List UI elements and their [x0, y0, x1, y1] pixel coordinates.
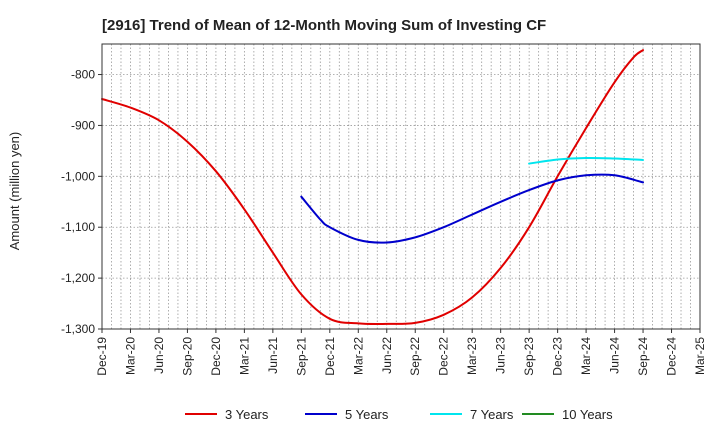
y-tick-label: -1,200	[61, 271, 95, 285]
x-tick-label: Sep-22	[408, 337, 422, 376]
x-tick-label: Jun-20	[152, 337, 166, 374]
series-line-7-years	[528, 156, 644, 165]
legend: 3 Years 5 Years 7 Years 10 Years	[185, 407, 613, 422]
legend-label-3-years: 3 Years	[225, 407, 269, 422]
series-line-3-years	[101, 49, 644, 326]
x-tick-label: Dec-19	[95, 337, 109, 376]
x-tick-label: Mar-22	[351, 337, 365, 375]
x-tick-label: Mar-20	[123, 337, 137, 375]
plot-frame	[101, 43, 701, 330]
x-axis: Dec-19 Mar-20 Jun-20 Sep-20 Dec-20 Mar-21 Jun-…	[95, 329, 707, 376]
x-tick-label: Dec-21	[323, 337, 337, 376]
x-tick-label: Jun-23	[494, 337, 508, 374]
grid	[101, 44, 701, 330]
y-tick-label: -1,100	[61, 220, 95, 234]
x-tick-label: Jun-22	[380, 337, 394, 374]
y-tick-label: -1,300	[61, 322, 95, 336]
legend-label-10-years: 10 Years	[562, 407, 613, 422]
x-tick-label: Mar-25	[693, 337, 707, 375]
x-tick-label: Sep-20	[180, 337, 194, 376]
y-tick-label: -800	[71, 68, 95, 82]
x-tick-label: Sep-21	[294, 337, 308, 376]
y-axis-label: Amount (million yen)	[7, 132, 22, 251]
x-tick-label: Sep-24	[636, 337, 650, 376]
x-tick-label: Jun-21	[266, 337, 280, 374]
x-tick-label: Dec-24	[665, 337, 679, 376]
y-axis: -1,300 -1,200 -1,100 -1,000 -900 -800	[61, 68, 102, 336]
y-tick-label: -900	[71, 118, 95, 132]
x-tick-label: Sep-23	[522, 337, 536, 376]
series-line-5-years	[300, 173, 644, 244]
x-tick-label: Dec-23	[551, 337, 565, 376]
x-tick-label: Dec-22	[437, 337, 451, 376]
legend-label-7-years: 7 Years	[470, 407, 514, 422]
x-tick-label: Jun-24	[608, 337, 622, 374]
legend-label-5-years: 5 Years	[345, 407, 389, 422]
x-tick-label: Mar-23	[465, 337, 479, 375]
y-tick-label: -1,000	[61, 169, 95, 183]
x-tick-label: Mar-21	[237, 337, 251, 375]
chart-title: [2916] Trend of Mean of 12-Month Moving …	[102, 17, 546, 34]
x-tick-label: Mar-24	[579, 337, 593, 375]
series-lines	[101, 49, 644, 326]
x-tick-label: Dec-20	[209, 337, 223, 376]
